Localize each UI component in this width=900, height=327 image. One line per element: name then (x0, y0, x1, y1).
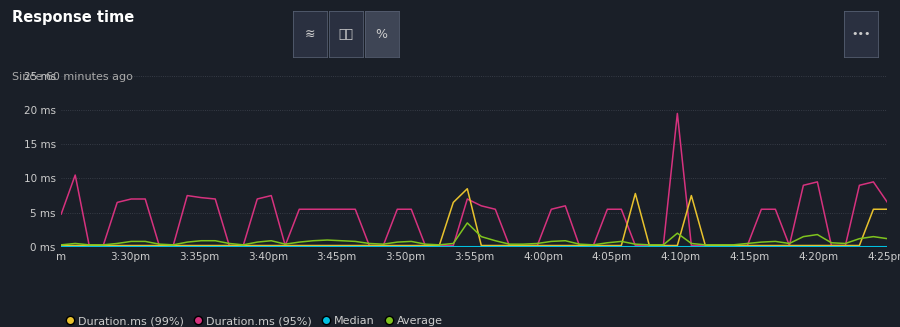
Legend: Duration.ms (99%), Duration.ms (95%), Median, Average: Duration.ms (99%), Duration.ms (95%), Me… (67, 316, 443, 326)
Text: %: % (375, 28, 388, 41)
Text: •••: ••• (851, 29, 871, 39)
Text: Since 60 minutes ago: Since 60 minutes ago (12, 72, 132, 82)
Text: ⫼⫼: ⫼⫼ (338, 28, 353, 41)
Text: ≋: ≋ (304, 28, 315, 41)
Text: Response time: Response time (12, 10, 134, 25)
